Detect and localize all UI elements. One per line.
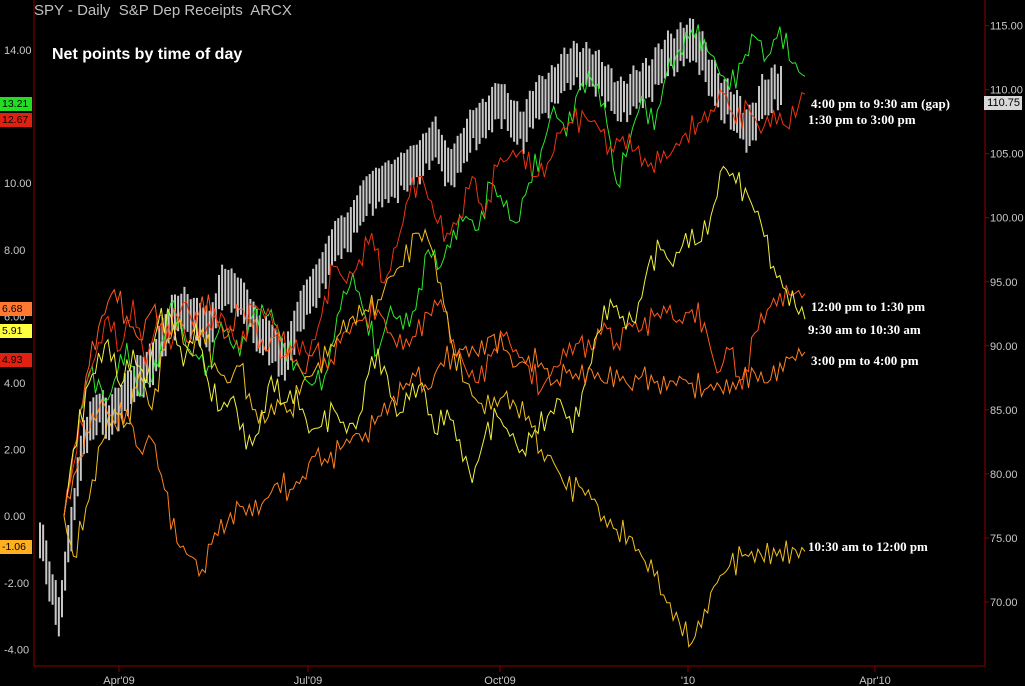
series-label-1200: 12:00 pm to 1:30 pm: [811, 299, 926, 314]
right-tick-label: 95.00: [990, 277, 1018, 289]
last-value-badge-gap: 13.21: [0, 97, 32, 111]
left-tick-label: 4.00: [4, 378, 25, 390]
series-label-0930: 9:30 am to 10:30 am: [808, 322, 921, 337]
last-value-badge-1330: 12.67: [0, 113, 32, 127]
last-value-badge-1030: -1.06: [0, 540, 32, 554]
last-value-badge-0930: 5.91: [0, 324, 32, 338]
left-tick-label: 0.00: [4, 511, 25, 523]
right-tick-label: 105.00: [990, 149, 1024, 161]
left-tick-label: 8.00: [4, 245, 25, 257]
x-tick-label: Apr'10: [859, 675, 890, 686]
chart-title: Net points by time of day: [52, 46, 243, 63]
price-bars: [39, 18, 782, 637]
series-line: [63, 88, 806, 517]
x-tick-label: Apr'09: [103, 675, 134, 686]
x-tick-label: '10: [681, 675, 695, 686]
series-line: [63, 24, 806, 517]
x-axis-ticks: Apr'09 Jul'09 Oct'09 '10 Apr'10: [103, 666, 891, 686]
series-line: [63, 228, 806, 648]
right-axis-ticks: 70.00 75.00 80.00 85.00 90.00 95.00 100.00 105.…: [985, 21, 1024, 609]
right-tick-label: 75.00: [990, 533, 1018, 545]
series-label-1030: 10:30 am to 12:00 pm: [808, 539, 928, 554]
right-tick-label: 70.00: [990, 597, 1018, 609]
right-tick-label: 85.00: [990, 405, 1018, 417]
x-tick-label: Jul'09: [294, 675, 322, 686]
x-tick-label: Oct'09: [484, 675, 515, 686]
right-tick-label: 80.00: [990, 469, 1018, 481]
right-tick-label: 100.00: [990, 213, 1024, 225]
right-tick-label: 110.00: [990, 85, 1023, 97]
right-tick-label: 115.00: [990, 21, 1023, 33]
left-tick-label: 10.00: [4, 178, 32, 190]
series-label-gap: 4:00 pm to 9:30 am (gap): [811, 96, 951, 111]
series-lines: [63, 24, 806, 648]
left-tick-label: 14.00: [4, 45, 32, 57]
left-tick-label: 2.00: [4, 445, 25, 457]
right-tick-label: 90.00: [990, 341, 1018, 353]
last-value-badge-1200: 6.68: [0, 302, 32, 316]
price-badge: 110.75: [984, 96, 1022, 110]
left-tick-label: -2.00: [4, 578, 29, 590]
series-line: [63, 333, 806, 578]
series-label-1330: 1:30 pm to 3:00 pm: [808, 112, 916, 127]
chart-header: SPY - Daily S&P Dep Receipts ARCX: [34, 2, 292, 19]
left-axis-ticks: -4.00-2.000.002.004.006.008.0010.0012.00…: [4, 45, 32, 656]
series-line: [63, 165, 806, 517]
last-value-badge-1500: 4.93: [0, 353, 32, 367]
series-line: [63, 284, 806, 517]
series-label-1500: 3:00 pm to 4:00 pm: [811, 353, 919, 368]
left-tick-label: -4.00: [4, 644, 29, 656]
